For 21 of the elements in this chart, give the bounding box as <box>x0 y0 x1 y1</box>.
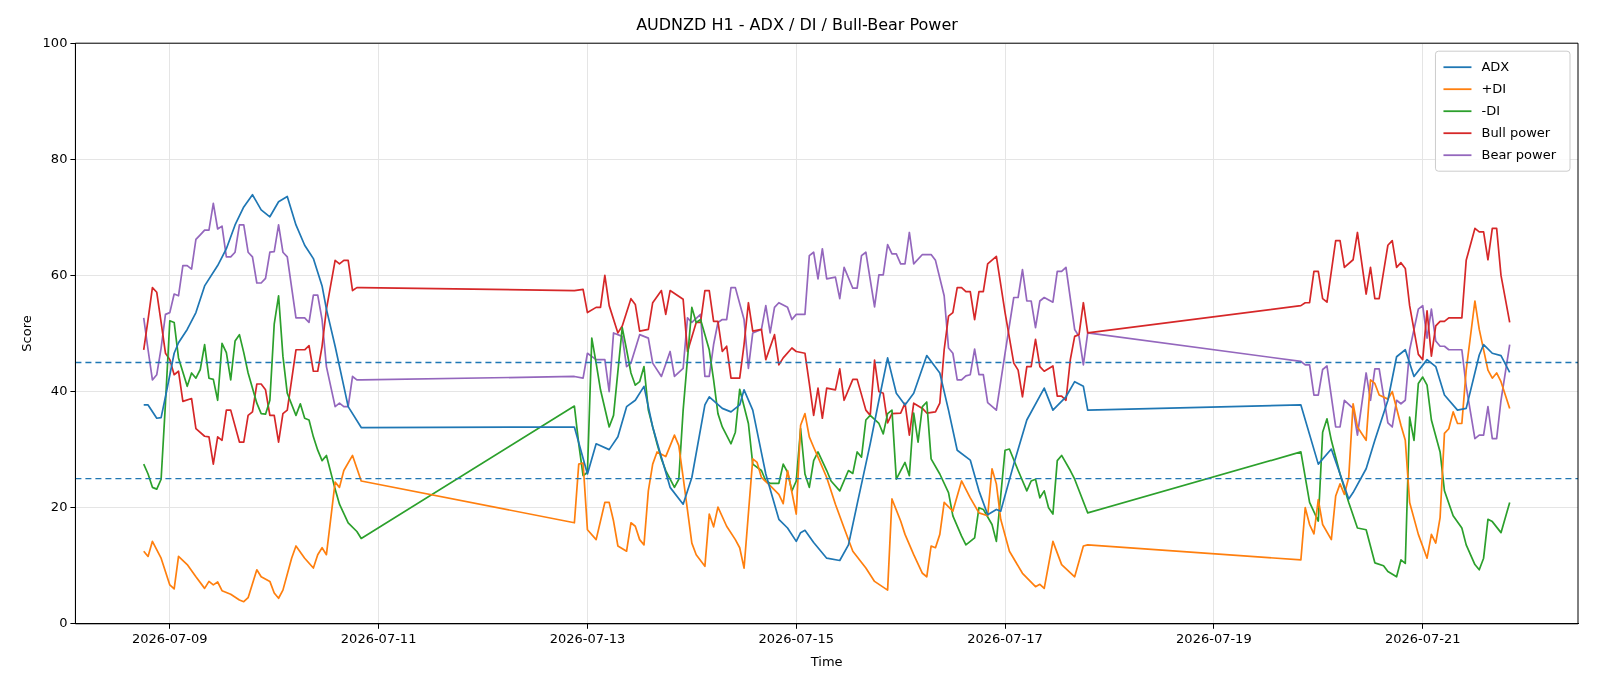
legend-label: Bull power <box>1481 124 1551 140</box>
x-axis-title: Time <box>809 653 843 669</box>
x-tick-label: 2026-07-21 <box>1384 630 1461 646</box>
y-tick-label: 80 <box>50 150 68 166</box>
legend-label: ADX <box>1481 58 1510 74</box>
y-tick-label: 40 <box>50 382 68 398</box>
y-tick-label: 20 <box>50 499 68 515</box>
y-axis-title: Score <box>19 315 35 352</box>
y-tick-label: 100 <box>42 34 68 50</box>
x-tick-label: 2026-07-19 <box>1176 630 1252 646</box>
legend-label: -DI <box>1481 102 1501 118</box>
legend-label: Bear power <box>1481 146 1557 162</box>
y-tick-label: 60 <box>50 266 68 282</box>
x-tick-label: 2026-07-09 <box>132 630 208 646</box>
x-tick-label: 2026-07-13 <box>549 630 626 646</box>
y-tick-label: 0 <box>59 615 68 631</box>
legend-label: +DI <box>1481 80 1507 96</box>
x-tick-label: 2026-07-15 <box>758 630 835 646</box>
x-tick-label: 2026-07-11 <box>340 630 417 646</box>
chart-title: AUDNZD H1 - ADX / DI / Bull-Bear Power <box>636 14 959 34</box>
x-tick-label: 2026-07-17 <box>967 630 1043 646</box>
